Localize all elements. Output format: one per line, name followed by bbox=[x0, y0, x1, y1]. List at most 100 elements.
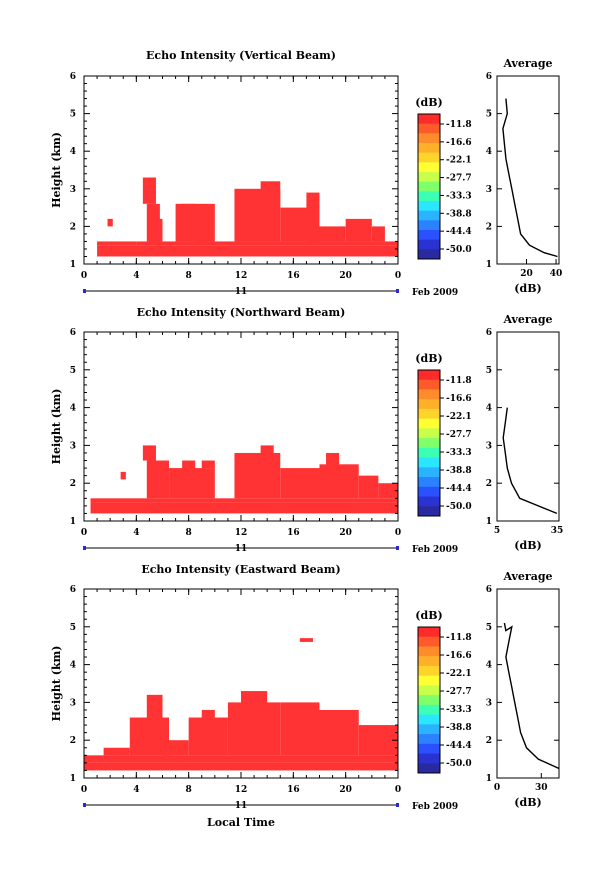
colorbar-swatch bbox=[418, 162, 440, 173]
y-tick-label: 3 bbox=[70, 698, 76, 708]
echo-cell bbox=[97, 241, 137, 246]
colorbar-swatch bbox=[418, 467, 440, 478]
colorbar-tick-label: -27.7 bbox=[446, 430, 472, 440]
colorbar-swatch bbox=[418, 714, 440, 725]
y-tick-label: 6 bbox=[70, 72, 76, 82]
echo-cell bbox=[103, 747, 130, 756]
x-tick-label: 4 bbox=[133, 271, 139, 281]
echo-cell bbox=[260, 445, 274, 461]
colorbar-swatch bbox=[418, 389, 440, 400]
x-tick-label: 20 bbox=[339, 271, 352, 281]
colorbar-tick-label: -16.6 bbox=[446, 394, 472, 404]
colorbar-swatch bbox=[418, 418, 440, 429]
colorbar-swatch bbox=[418, 447, 440, 459]
colorbar-swatch bbox=[418, 181, 440, 192]
average-profile-line bbox=[503, 622, 560, 770]
colorbar-swatch bbox=[418, 506, 440, 517]
average-frame bbox=[496, 75, 560, 265]
x-tick-label: 0 bbox=[395, 528, 401, 538]
echo-cell bbox=[182, 460, 196, 472]
month-label: Feb 2009 bbox=[412, 545, 458, 555]
colorbar-swatch bbox=[418, 627, 440, 638]
colorbar-swatch bbox=[418, 210, 440, 221]
colorbar-swatch bbox=[418, 123, 440, 134]
colorbar-tick-label: -50.0 bbox=[446, 245, 472, 255]
panel-title: Echo Intensity (Eastward Beam) bbox=[141, 563, 340, 576]
avg-x-tick-label: 20 bbox=[520, 269, 533, 279]
colorbar-tick-label: -33.3 bbox=[446, 448, 472, 458]
y-tick-label: 6 bbox=[70, 585, 76, 595]
colorbar-unit: (dB) bbox=[415, 96, 442, 109]
y-tick-label: 3 bbox=[70, 185, 76, 195]
month-label: Feb 2009 bbox=[412, 288, 458, 298]
echo-cell bbox=[378, 483, 398, 499]
y-tick-label: 2 bbox=[70, 736, 76, 746]
x-tick-label: 0 bbox=[81, 785, 87, 795]
colorbar-tick-label: -38.8 bbox=[446, 209, 472, 219]
colorbar-swatch bbox=[418, 675, 440, 686]
x-tick-label: 4 bbox=[133, 528, 139, 538]
echo-cell bbox=[201, 709, 215, 718]
colorbar-swatch bbox=[418, 636, 440, 647]
colorbar-swatch bbox=[418, 133, 440, 144]
colorbar-tick-label: -16.6 bbox=[446, 651, 472, 661]
colorbar-tick-label: -44.4 bbox=[446, 484, 472, 494]
average-panel: Average 1 2 3 4 5 6 5 35 (dB) bbox=[486, 313, 564, 552]
colorbar-tick-label: -16.6 bbox=[446, 138, 472, 148]
echo-cell bbox=[326, 452, 340, 469]
date-bar-end bbox=[396, 803, 399, 807]
avg-x-tick-label: 0 bbox=[494, 783, 500, 793]
colorbar-tick-label: -50.0 bbox=[446, 502, 472, 512]
colorbar-swatch bbox=[418, 399, 440, 410]
echo-cell bbox=[195, 226, 209, 242]
colorbar-swatch bbox=[418, 656, 440, 667]
avg-x-tick-label: 5 bbox=[494, 526, 500, 536]
date-bar-end bbox=[396, 546, 399, 550]
avg-y-tick-label: 5 bbox=[486, 110, 492, 120]
avg-y-tick-label: 2 bbox=[486, 222, 492, 232]
colorbar-swatch bbox=[418, 428, 440, 439]
echo-cell bbox=[136, 241, 399, 246]
colorbar-tick-label: -38.8 bbox=[446, 466, 472, 476]
echo-cell bbox=[182, 203, 196, 212]
average-profile-line bbox=[502, 98, 558, 258]
echo-cell bbox=[146, 460, 170, 499]
colorbar-tick-label: -22.1 bbox=[446, 412, 472, 422]
panel-1: Echo Intensity (Vertical Beam)123456Heig… bbox=[50, 49, 562, 298]
echo-cell bbox=[260, 181, 281, 208]
y-tick-label: 1 bbox=[70, 774, 76, 784]
x-tick-label: 0 bbox=[81, 528, 87, 538]
colorbar-swatch bbox=[418, 249, 440, 260]
x-tick-label: 0 bbox=[395, 271, 401, 281]
x-tick-label: 12 bbox=[235, 271, 248, 281]
echo-cell bbox=[162, 740, 189, 756]
avg-y-tick-label: 2 bbox=[486, 479, 492, 489]
echo-cell bbox=[84, 762, 398, 771]
colorbar-swatch bbox=[418, 370, 440, 381]
average-title: Average bbox=[502, 313, 552, 326]
colorbar-tick-label: -11.8 bbox=[446, 633, 472, 643]
avg-y-tick-label: 4 bbox=[486, 147, 492, 157]
avg-y-tick-label: 1 bbox=[486, 517, 492, 527]
date-bar-end bbox=[83, 289, 86, 293]
x-tick-label: 8 bbox=[186, 271, 192, 281]
avg-y-tick-label: 3 bbox=[486, 185, 492, 195]
y-tick-label: 4 bbox=[70, 404, 76, 414]
echo-cell bbox=[149, 218, 163, 242]
avg-y-tick-label: 5 bbox=[486, 623, 492, 633]
echo-cell bbox=[90, 502, 399, 514]
colorbar-swatch bbox=[418, 379, 440, 390]
colorbar-frame bbox=[417, 369, 441, 517]
colorbar-swatch bbox=[418, 201, 440, 212]
x-tick-label: 20 bbox=[339, 528, 352, 538]
echo-cell bbox=[201, 460, 215, 469]
colorbar-swatch bbox=[418, 763, 440, 774]
colorbar-frame bbox=[417, 626, 441, 774]
colorbar-swatch bbox=[418, 114, 440, 125]
colorbar-swatch bbox=[418, 646, 440, 657]
y-tick-label: 5 bbox=[70, 623, 76, 633]
colorbar-swatch bbox=[418, 724, 440, 735]
average-profile-line bbox=[502, 407, 558, 515]
x-tick-label: 8 bbox=[186, 528, 192, 538]
echo-cell bbox=[371, 226, 385, 242]
